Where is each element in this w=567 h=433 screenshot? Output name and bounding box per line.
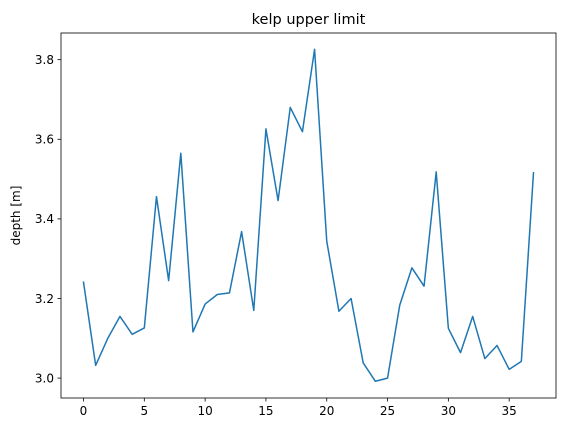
y-axis-label: depth [m] — [9, 186, 23, 246]
x-tick-label: 35 — [502, 404, 517, 418]
series-line-0 — [82, 48, 535, 383]
x-tick-label: 25 — [380, 404, 395, 418]
x-tick-label: 5 — [140, 404, 148, 418]
chart-title: kelp upper limit — [252, 12, 366, 28]
x-tick-label: 15 — [258, 404, 273, 418]
y-tick-label: 3.0 — [35, 371, 54, 385]
x-tick-label: 30 — [441, 404, 456, 418]
x-tick-label: 0 — [80, 404, 88, 418]
series-layer — [82, 48, 535, 383]
y-tick-label: 3.8 — [35, 53, 54, 67]
y-tick-label: 3.6 — [35, 133, 54, 147]
plot-frame — [60, 32, 557, 399]
axes-layer: 0 5 10 15 20 25 30 35 3.0 3.2 3.4 3.6 3.8 — [35, 32, 557, 418]
x-tick-label: 20 — [319, 404, 334, 418]
x-tick-label: 10 — [197, 404, 212, 418]
y-tick-label: 3.4 — [35, 212, 54, 226]
y-tick-label: 3.2 — [35, 292, 54, 306]
